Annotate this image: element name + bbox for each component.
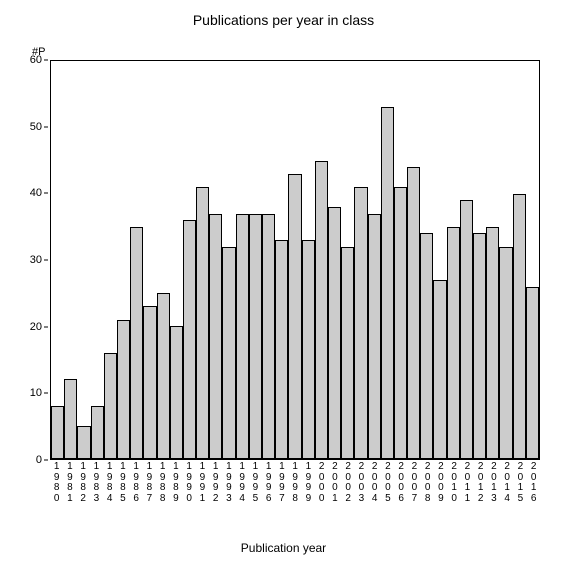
x-tick-label: 1995 (249, 462, 262, 504)
bar (196, 187, 209, 459)
bar (381, 107, 394, 459)
bar (64, 379, 77, 459)
x-tick-label: 1983 (90, 462, 103, 504)
bar (288, 174, 301, 459)
x-tick-label: 1994 (236, 462, 249, 504)
bar (460, 200, 473, 459)
bar (77, 426, 90, 459)
y-tick-label: 50 (30, 121, 42, 133)
bar (447, 227, 460, 459)
bar (130, 227, 143, 459)
chart-title: Publications per year in class (0, 12, 567, 28)
bar (368, 214, 381, 459)
bar (328, 207, 341, 459)
x-tick-label: 1997 (275, 462, 288, 504)
bar (249, 214, 262, 459)
bar (183, 220, 196, 459)
x-tick-label: 1989 (169, 462, 182, 504)
x-tick-label: 1993 (222, 462, 235, 504)
bar (394, 187, 407, 459)
y-tick-mark (44, 126, 48, 127)
bar (315, 161, 328, 460)
x-tick-label: 1988 (156, 462, 169, 504)
bars-group (51, 61, 539, 459)
bar (157, 293, 170, 459)
bar (420, 233, 433, 459)
bar (526, 287, 539, 459)
x-tick-label: 1984 (103, 462, 116, 504)
x-tick-label: 2002 (342, 462, 355, 504)
bar (262, 214, 275, 459)
y-tick-mark (44, 393, 48, 394)
x-tick-label: 2012 (474, 462, 487, 504)
bar (117, 320, 130, 459)
bar (143, 306, 156, 459)
x-tick-label: 1992 (209, 462, 222, 504)
y-axis-ticks: 0102030405060 (0, 60, 48, 460)
x-tick-label: 2011 (461, 462, 474, 504)
bar (170, 326, 183, 459)
bar (473, 233, 486, 459)
x-axis-title: Publication year (0, 541, 567, 555)
x-tick-label: 2004 (368, 462, 381, 504)
x-tick-label: 1987 (143, 462, 156, 504)
x-tick-label: 2006 (395, 462, 408, 504)
y-tick-label: 20 (30, 321, 42, 333)
plot-area (50, 60, 540, 460)
y-tick-label: 60 (30, 54, 42, 66)
bar (407, 167, 420, 459)
bar (222, 247, 235, 459)
y-tick-label: 30 (30, 254, 42, 266)
bar (354, 187, 367, 459)
x-tick-label: 2009 (434, 462, 447, 504)
x-tick-label: 1986 (130, 462, 143, 504)
x-tick-label: 1991 (196, 462, 209, 504)
bar (302, 240, 315, 459)
x-tick-label: 1985 (116, 462, 129, 504)
bar (236, 214, 249, 459)
bar (486, 227, 499, 459)
y-tick-label: 40 (30, 187, 42, 199)
x-tick-label: 1982 (77, 462, 90, 504)
x-tick-label: 1990 (183, 462, 196, 504)
x-tick-label: 2014 (501, 462, 514, 504)
bar (275, 240, 288, 459)
y-tick-mark (44, 60, 48, 61)
x-tick-label: 1998 (289, 462, 302, 504)
bar (51, 406, 64, 459)
x-tick-label: 2007 (408, 462, 421, 504)
x-tick-label: 2013 (487, 462, 500, 504)
bar (513, 194, 526, 459)
bar (104, 353, 117, 459)
x-tick-label: 2008 (421, 462, 434, 504)
x-tick-label: 2016 (527, 462, 540, 504)
x-tick-label: 2005 (381, 462, 394, 504)
x-tick-label: 2000 (315, 462, 328, 504)
y-tick-mark (44, 460, 48, 461)
y-tick-label: 10 (30, 387, 42, 399)
y-tick-label: 0 (36, 454, 42, 466)
bar (209, 214, 222, 459)
bar (91, 406, 104, 459)
x-tick-label: 1981 (63, 462, 76, 504)
x-tick-label: 2015 (514, 462, 527, 504)
x-tick-label: 1996 (262, 462, 275, 504)
x-tick-label: 2003 (355, 462, 368, 504)
y-tick-mark (44, 326, 48, 327)
bar (433, 280, 446, 459)
x-tick-label: 1999 (302, 462, 315, 504)
x-tick-label: 2010 (448, 462, 461, 504)
bar (499, 247, 512, 459)
chart-container: Publications per year in class #P 010203… (0, 0, 567, 567)
x-tick-label: 1980 (50, 462, 63, 504)
x-axis-ticks: 1980198119821983198419851986198719881989… (50, 462, 540, 504)
y-tick-mark (44, 193, 48, 194)
y-tick-mark (44, 260, 48, 261)
x-tick-label: 2001 (328, 462, 341, 504)
bar (341, 247, 354, 459)
